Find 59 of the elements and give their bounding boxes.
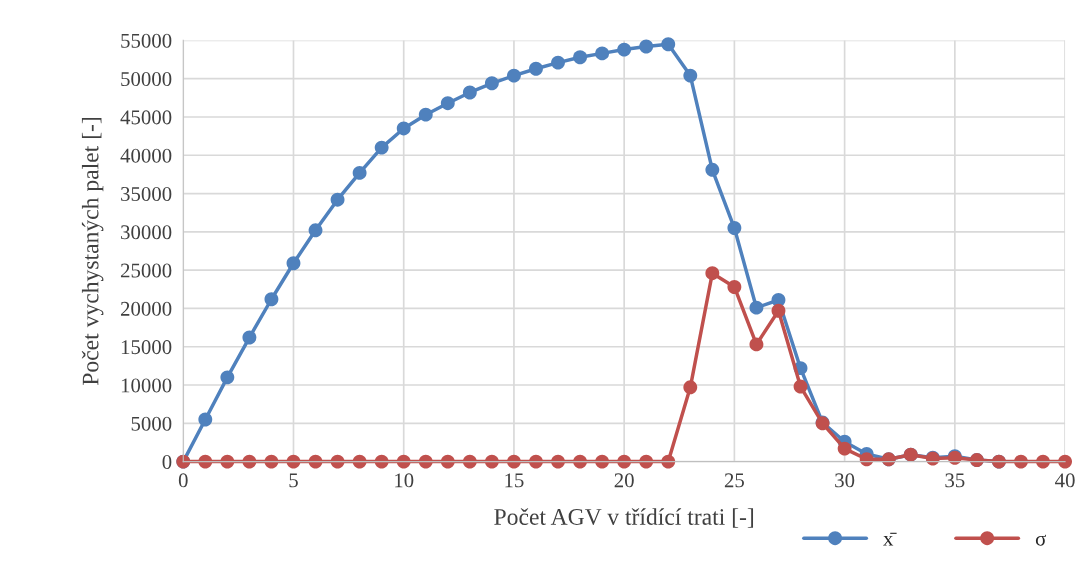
x-tick-label: 25 <box>724 473 744 488</box>
y-tick-label: 15000 <box>121 340 172 355</box>
point <box>418 107 433 122</box>
x-tick-label: 10 <box>395 473 414 488</box>
point <box>573 50 588 65</box>
x-tick-label: 0 <box>178 473 188 488</box>
point <box>374 140 389 155</box>
point <box>727 221 742 235</box>
y-tick-label: 50000 <box>121 72 172 87</box>
point <box>749 300 764 315</box>
point <box>220 370 235 385</box>
x-tick-label: 35 <box>945 473 965 488</box>
legend-label: σ <box>1035 534 1046 546</box>
y-tick-label: 10000 <box>121 378 172 393</box>
point <box>837 441 852 456</box>
legend-label: x̄ <box>883 532 897 546</box>
y-tick-label: 40000 <box>120 148 172 163</box>
point <box>286 256 301 271</box>
point <box>661 37 676 52</box>
point <box>198 412 213 427</box>
point <box>771 303 786 318</box>
y-tick-label: 5000 <box>131 416 172 431</box>
point <box>683 68 698 83</box>
point <box>242 330 257 345</box>
point <box>440 96 455 111</box>
x-tick-label: 20 <box>614 473 634 488</box>
y-tick-label: 20000 <box>120 301 172 316</box>
point <box>1058 454 1073 469</box>
point <box>705 266 720 281</box>
y-tick-label: 0 <box>162 454 172 470</box>
point <box>506 68 521 83</box>
x-tick-label: 15 <box>505 473 524 488</box>
y-tick-label: 55000 <box>121 33 172 48</box>
point <box>749 337 764 352</box>
x-axis-title: Počet AGV v třídící trati [-] <box>494 508 754 528</box>
point <box>683 380 698 395</box>
x-tick-label: 5 <box>289 473 298 488</box>
point <box>529 61 543 76</box>
point <box>308 223 323 238</box>
point <box>396 121 411 136</box>
point <box>595 46 610 61</box>
point <box>484 76 499 91</box>
y-axis-title: Počet vychystaných palet [-] <box>81 118 104 386</box>
point <box>551 55 565 70</box>
point <box>617 42 632 57</box>
y-tick-label: 35000 <box>121 186 172 201</box>
point <box>352 165 367 180</box>
point <box>462 85 477 100</box>
y-tick-label: 45000 <box>120 110 172 125</box>
point <box>264 292 279 307</box>
y-tick-label: 25000 <box>120 263 172 278</box>
point <box>793 379 808 394</box>
x-tick-label: 40 <box>1055 473 1075 488</box>
point <box>705 162 720 177</box>
point <box>727 280 742 294</box>
point <box>639 39 654 54</box>
y-tick-label: 30000 <box>121 225 172 240</box>
point <box>330 192 345 207</box>
x-tick-label: 30 <box>835 473 855 488</box>
